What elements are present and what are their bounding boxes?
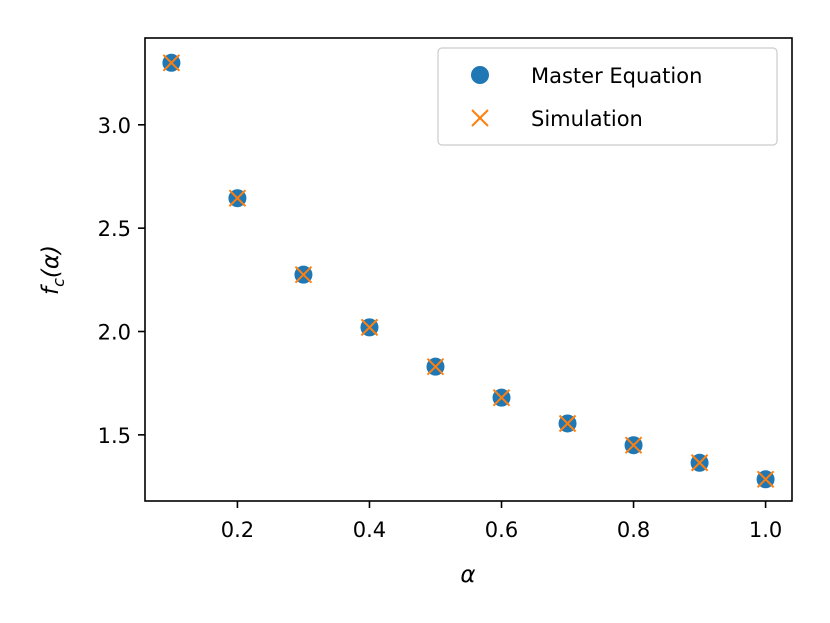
simulation-point <box>492 388 511 407</box>
simulation-point <box>360 318 379 337</box>
y-axis-label-subscript: c <box>49 278 68 287</box>
y-axis-label: fc(α) <box>38 245 68 295</box>
simulation-point <box>162 54 181 72</box>
simulation-point <box>690 454 709 472</box>
x-tick-label: 0.4 <box>353 518 386 542</box>
legend-marker-master-equation <box>471 66 489 84</box>
x-axis-ticks: 0.2 0.4 0.6 0.8 1.0 <box>221 501 782 542</box>
simulation-point <box>624 436 643 454</box>
simulation-point <box>558 414 577 433</box>
y-axis-label-main: f <box>38 284 64 295</box>
x-tick-label: 0.6 <box>485 518 518 542</box>
simulation-point <box>294 265 313 284</box>
y-tick-label: 2.5 <box>98 217 131 241</box>
simulation-point <box>228 189 247 207</box>
simulation-point <box>756 470 775 489</box>
data-markers <box>162 53 775 489</box>
plot-area-frame <box>144 37 793 502</box>
legend-label-simulation: Simulation <box>531 107 643 131</box>
legend-box <box>437 47 778 146</box>
y-tick-label: 2.0 <box>98 321 131 345</box>
y-axis-ticks: 1.5 2.0 2.5 3.0 <box>98 114 145 448</box>
legend-label-master-equation: Master Equation <box>531 64 702 88</box>
x-tick-label: 0.8 <box>617 518 650 542</box>
x-tick-label: 0.2 <box>221 518 254 542</box>
x-tick-label: 1.0 <box>749 518 782 542</box>
y-tick-label: 3.0 <box>98 114 131 138</box>
legend: Master Equation Simulation <box>437 47 778 146</box>
y-axis-label-argument: (α) <box>38 245 64 278</box>
x-axis-label: α <box>460 562 475 588</box>
y-tick-label: 1.5 <box>98 424 131 448</box>
legend-marker-simulation <box>471 109 489 127</box>
simulation-point <box>426 357 445 376</box>
